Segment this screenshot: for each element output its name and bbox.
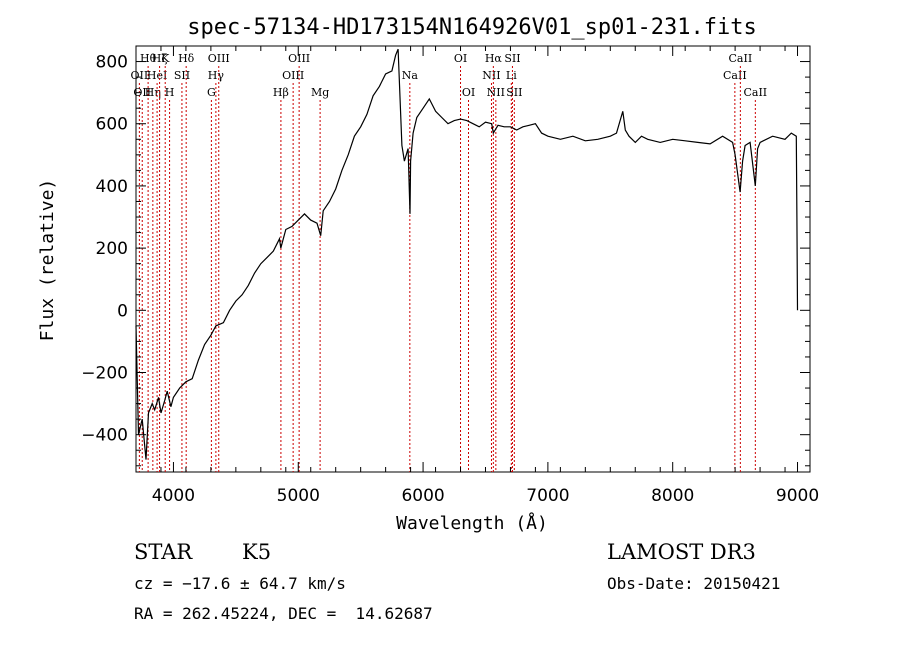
chart-title: spec-57134-HD173154N164926V01_sp01-231.f…	[187, 15, 757, 40]
spectral-line-label: Hα	[485, 52, 503, 65]
spectral-line-label: SII	[174, 69, 190, 82]
y-axis-label: Flux (relative)	[37, 179, 58, 342]
spectral-line-label: CaII	[743, 86, 767, 99]
spectrum-line	[135, 48, 799, 460]
spectral-line-label: HeI	[147, 69, 167, 82]
spectral-line-label: OIII	[288, 52, 310, 65]
x-tick-label: 9000	[776, 486, 819, 506]
survey-name: LAMOST DR3	[607, 540, 756, 564]
spectral-line-label: OI	[454, 52, 467, 65]
x-tick-label: 7000	[526, 486, 569, 506]
y-tick-label: 200	[96, 239, 128, 259]
x-tick-label: 6000	[401, 486, 444, 506]
y-tick-label: 600	[96, 115, 128, 135]
spectral-line-label: NII	[482, 69, 500, 82]
y-tick-label: 0	[117, 301, 128, 321]
object-class: STAR	[134, 540, 193, 564]
spectral-line-label: SII	[504, 52, 520, 65]
y-tick-label: −400	[81, 426, 128, 446]
y-tick-label: 400	[96, 177, 128, 197]
spectral-line-label: Hη	[145, 86, 161, 99]
spectral-line-label: OI	[462, 86, 475, 99]
x-axis-label: Wavelength (Å)	[396, 512, 548, 534]
spectral-line-label: OII	[131, 69, 149, 82]
observation-date: Obs-Date: 20150421	[607, 574, 781, 593]
spectral-line-label: Hβ	[273, 86, 289, 99]
y-tick-label: 800	[96, 53, 128, 73]
spectral-line-label: K	[161, 52, 170, 65]
redshift-text: cz = −17.6 ± 64.7 km/s	[134, 574, 346, 593]
x-tick-label: 5000	[277, 486, 320, 506]
spectral-line-label: Li	[506, 69, 517, 82]
x-tick-label: 8000	[651, 486, 694, 506]
spectral-line-label: Hζ	[152, 52, 168, 65]
spectral-line-label: Hγ	[208, 69, 225, 82]
spectral-line-label: Na	[402, 69, 419, 82]
plot-frame	[135, 45, 811, 473]
spectral-subclass: K5	[242, 540, 272, 564]
spectral-line-label: OIII	[208, 52, 230, 65]
y-tick-label: −200	[81, 363, 128, 383]
spectral-line-label: OII	[133, 86, 151, 99]
spectral-line-label: Hδ	[178, 52, 195, 65]
spectral-line-label: NII	[487, 86, 505, 99]
spectral-line-label: SII	[506, 86, 522, 99]
coordinates-text: RA = 262.45224, DEC = 14.62687	[134, 604, 433, 623]
spectral-line-label: CaII	[729, 52, 753, 65]
x-tick-label: 4000	[152, 486, 195, 506]
spectral-line-label: OIII	[282, 69, 304, 82]
spectral-line-label: H	[165, 86, 175, 99]
spectral-line-label: G	[207, 86, 216, 99]
spectral-line-label: Mg	[311, 86, 329, 99]
spectral-line-label: CaII	[723, 69, 747, 82]
